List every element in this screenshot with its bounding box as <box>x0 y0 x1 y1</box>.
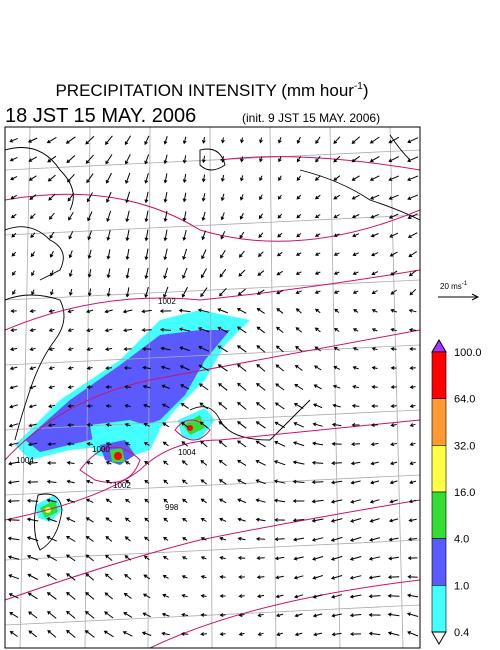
title: PRECIPITATION INTENSITY (mm hour-1) <box>55 81 368 100</box>
isobars <box>5 156 420 648</box>
colorbar-label: 0.4 <box>454 627 469 639</box>
colorbar-over <box>431 339 447 353</box>
init-label: (init. 9 JST 15 MAY. 2006) <box>242 111 380 125</box>
colorbar: 100.0 64.0 32.0 16.0 4.0 1.0 0.4 <box>431 339 482 645</box>
title-end: ) <box>363 81 369 100</box>
time-label: 18 JST 15 MAY. 2006 <box>5 105 196 127</box>
wind-arrows <box>7 135 419 638</box>
colorbar-under <box>431 631 447 645</box>
colorbar-segment <box>431 351 447 399</box>
arrow-field <box>7 135 419 638</box>
colorbar-segment <box>431 585 447 633</box>
colorbar-segment <box>431 491 447 539</box>
isobar-label: 1004 <box>178 448 196 457</box>
precip <box>15 310 250 522</box>
colorbar-segment <box>431 398 447 446</box>
wind-ref-text: 20 ms <box>440 282 462 291</box>
colorbar-label: 4.0 <box>454 534 469 546</box>
wind-ref-arrow <box>438 293 480 301</box>
colorbar-label: 64.0 <box>454 394 475 406</box>
colorbar-label: 1.0 <box>454 580 469 592</box>
frame-border <box>4 126 421 649</box>
colorbar-label: 100.0 <box>454 347 482 359</box>
isobar-label: 1004 <box>16 456 34 465</box>
isobar-label: 1002 <box>113 481 131 490</box>
isobar-label: 1000 <box>92 445 110 454</box>
wind-ref-sup: -1 <box>462 281 468 287</box>
coastlines <box>5 134 420 551</box>
title-sup: -1 <box>354 81 363 92</box>
map-frame <box>4 126 421 649</box>
wind-ref-label: 20 ms-1 <box>440 281 468 291</box>
colorbar-label: 16.0 <box>454 487 475 499</box>
isobar-label: 998 <box>165 503 179 512</box>
isobar-label: 1002 <box>158 297 176 306</box>
title-text: PRECIPITATION INTENSITY (mm hour <box>55 81 354 100</box>
colorbar-label: 32.0 <box>454 440 475 452</box>
colorbar-segment <box>431 445 447 493</box>
colorbar-segment <box>431 538 447 586</box>
